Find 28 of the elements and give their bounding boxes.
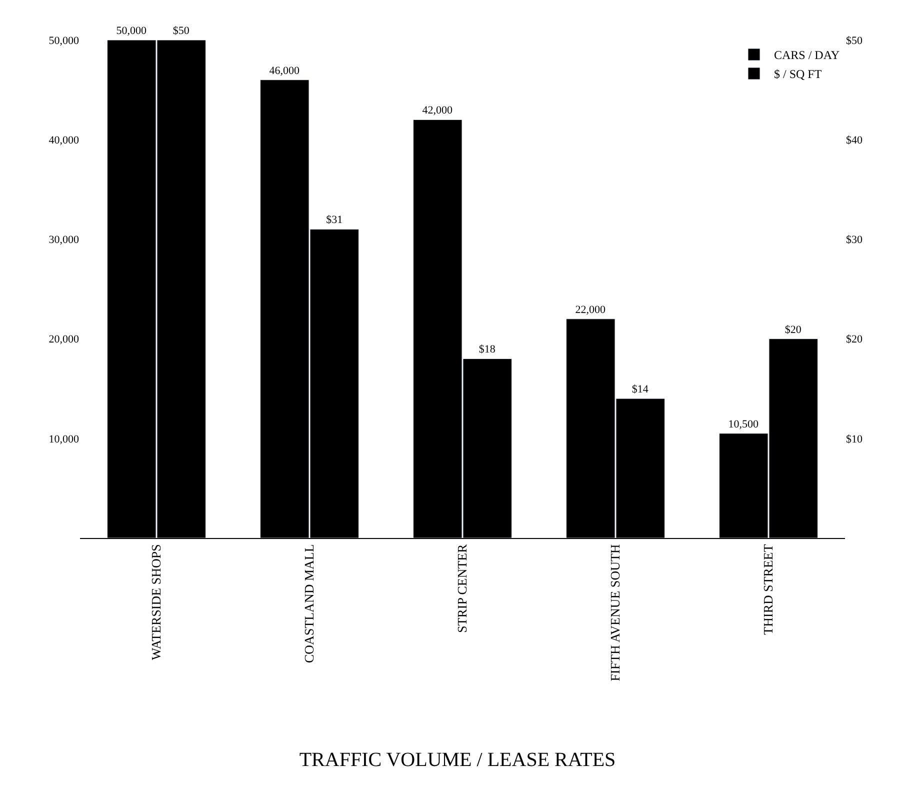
data-label: $50 [172,25,190,37]
text: TRAFFIC VOLUME / LEASE RATES [299,749,616,772]
data-label: $14 [632,384,649,396]
legend-label: $ / SQ FT [774,67,822,82]
y-tick-label: 30,000 [48,234,80,246]
y-tick-label: 10,000 [48,433,80,446]
y2-tick-label: $10 [846,433,863,446]
x-tick-label: WATERSIDE SHOPS [148,544,164,660]
x-tick-label: STRIP CENTER [454,544,470,633]
legend-label: CARS / DAY [774,48,840,62]
y-tick-label: 40,000 [48,134,80,146]
y-tick-label: 50,000 [48,34,80,47]
data-label: 50,000 [116,25,148,37]
data-label: 46,000 [269,64,300,77]
data-label: $31 [326,214,343,226]
y2-tick-label: $40 [846,134,863,146]
x-tick-label: FIFTH AVENUE SOUTH [608,544,623,682]
data-label: $18 [478,344,496,356]
x-tick-label: COASTLAND MALL [302,544,317,664]
y2-tick-label: $50 [846,34,863,47]
y-tick-label: 20,000 [48,334,80,346]
data-label: 42,000 [422,104,454,117]
y2-tick-label: $20 [846,334,863,346]
data-label: 10,500 [728,418,760,430]
data-label: 22,000 [575,304,606,316]
y2-tick-label: $30 [846,234,863,246]
x-tick-label: THIRD STREET [760,544,776,635]
data-label: $20 [784,324,802,336]
